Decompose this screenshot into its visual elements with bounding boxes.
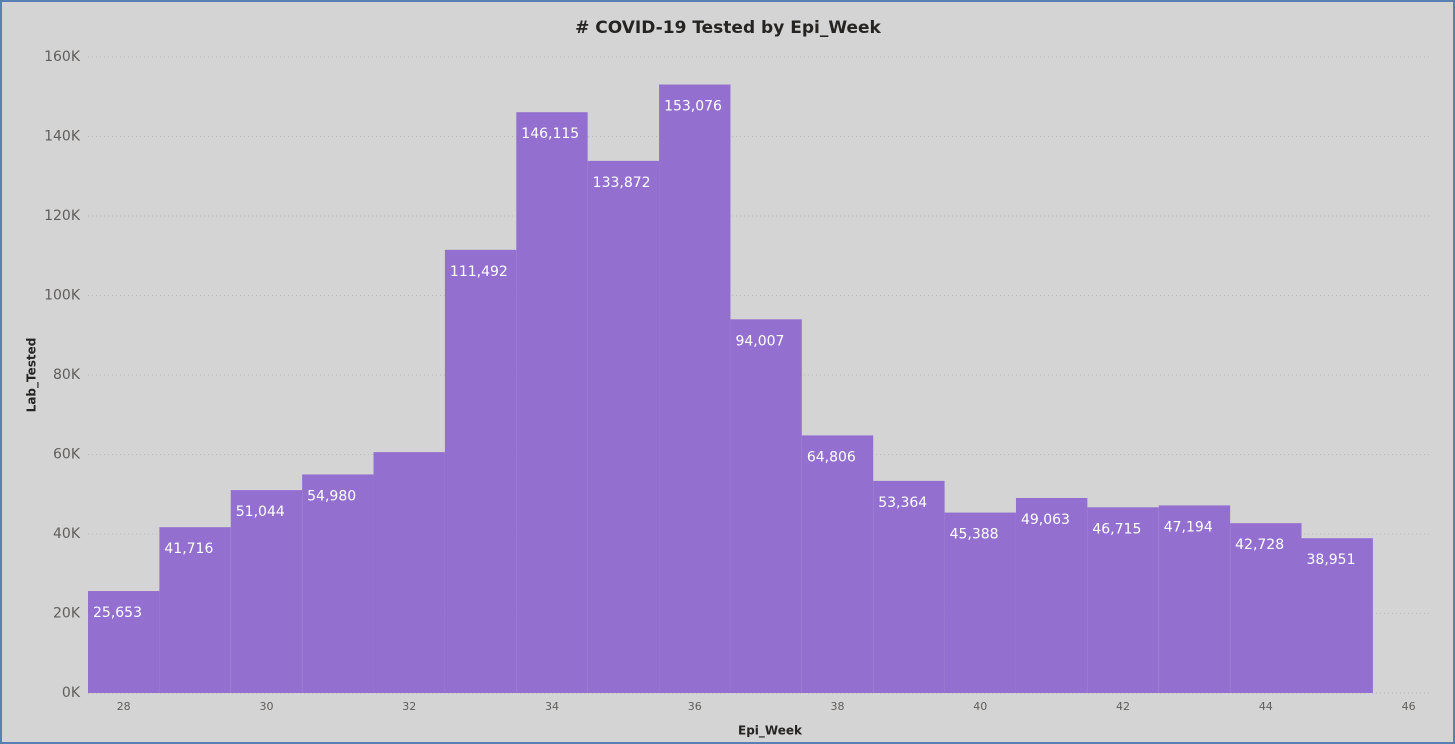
data-label: 64,806 [807,449,856,465]
x-tick-label: 40 [973,700,987,713]
bar [944,512,1016,693]
data-label: 133,872 [593,175,651,191]
data-label: 45,388 [950,527,999,543]
bar [659,84,731,694]
x-tick-label: 36 [688,700,702,713]
data-label: 25,653 [93,605,142,621]
y-axis-title: Lab_Tested [25,338,40,413]
y-tick-label: 140K [44,129,81,145]
bar [730,319,802,693]
bar [88,591,160,693]
bar [302,474,374,693]
data-label: 54,980 [307,488,356,504]
x-tick-label: 30 [259,700,273,713]
y-tick-label: 20K [53,606,81,622]
bar [587,160,660,694]
data-label: 41,716 [164,541,213,557]
y-tick-label: 160K [44,49,81,65]
bar [873,480,945,693]
x-tick-label: 32 [402,700,416,713]
bar [1230,523,1302,693]
y-tick-label: 100K [44,288,81,304]
bar [444,249,517,693]
data-label: 49,063 [1021,512,1070,528]
y-tick-label: 120K [44,208,81,224]
data-label: 51,044 [236,504,285,520]
y-tick-label: 0K [62,685,81,701]
bar [159,527,231,693]
x-axis-title: Epi_Week [738,724,803,739]
bar [230,490,303,693]
data-label: 38,951 [1307,552,1356,568]
x-tick-label: 42 [1116,700,1130,713]
data-label: 153,076 [664,99,722,115]
data-label: 42,728 [1235,537,1284,553]
x-tick-label: 28 [117,700,131,713]
x-tick-label: 46 [1402,700,1416,713]
data-label: 111,492 [450,264,508,280]
data-label: 47,194 [1164,519,1213,535]
data-label: 146,115 [521,126,579,142]
data-label: 46,715 [1092,521,1141,537]
x-tick-label: 38 [831,700,845,713]
y-tick-label: 40K [53,526,81,542]
y-tick-label: 60K [53,447,81,463]
y-tick-label: 80K [53,367,81,383]
bar [1158,505,1231,693]
x-tick-label: 34 [545,700,559,713]
bar [1301,538,1373,693]
chart-title: # COVID-19 Tested by Epi_Week [575,18,881,38]
bar [1015,497,1088,693]
bar [373,452,445,693]
bar [516,112,588,694]
x-tick-label: 44 [1259,700,1273,713]
bar [801,435,874,693]
data-label: 53,364 [878,495,927,511]
bar [1087,507,1159,693]
data-label: 94,007 [735,333,784,349]
